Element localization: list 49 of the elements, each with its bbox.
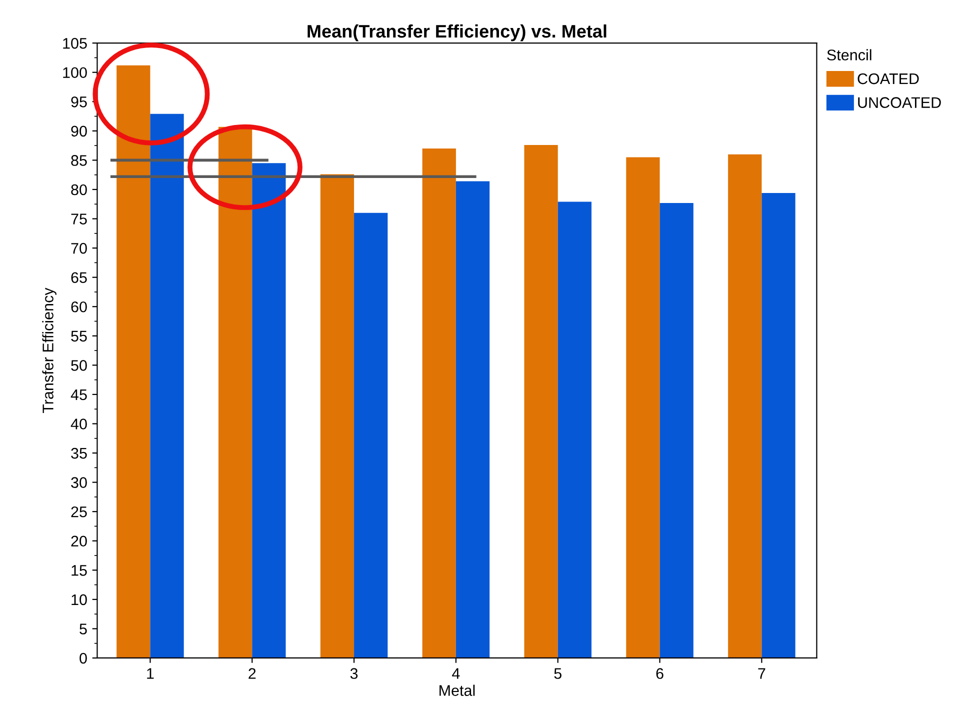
bar xyxy=(150,114,184,658)
bar xyxy=(728,154,762,658)
y-tick-label: 55 xyxy=(71,330,87,342)
bar xyxy=(252,163,286,658)
y-tick-label: 30 xyxy=(71,477,87,488)
legend-label: COATED xyxy=(858,73,919,84)
x-tick-label: 6 xyxy=(656,668,664,679)
bar xyxy=(558,202,592,658)
x-tick-label: 4 xyxy=(452,668,460,679)
y-tick-label: 15 xyxy=(72,565,87,576)
y-tick-label: 95 xyxy=(71,96,87,108)
x-tick-label: 2 xyxy=(248,668,256,679)
y-tick-label: 75 xyxy=(71,214,87,224)
y-tick-label: 5 xyxy=(80,624,87,634)
legend-label: UNCOATED xyxy=(858,97,941,108)
y-tick-label: 70 xyxy=(71,242,87,254)
y-tick-label: 105 xyxy=(63,38,87,49)
y-tick-label: 80 xyxy=(71,184,87,196)
x-tick-label: 1 xyxy=(147,668,154,679)
y-tick-label: 0 xyxy=(80,652,87,664)
x-axis-title: Metal xyxy=(440,684,475,696)
legend-title: Stencil xyxy=(827,49,872,60)
y-tick-label: 40 xyxy=(70,418,87,430)
x-tick-label: 7 xyxy=(758,668,766,679)
bar xyxy=(660,202,694,658)
bar xyxy=(354,212,388,658)
bar xyxy=(626,157,660,658)
bar xyxy=(422,148,456,658)
bar xyxy=(218,126,252,658)
chart-title: Mean(Transfer Efficiency) vs. Metal xyxy=(308,24,606,42)
y-tick-label: 100 xyxy=(63,67,87,78)
y-tick-label: 20 xyxy=(71,536,87,547)
y-tick-label: 25 xyxy=(71,506,87,518)
bar xyxy=(456,181,490,658)
y-tick-label: 85 xyxy=(71,155,87,166)
bar xyxy=(524,144,558,658)
y-tick-label: 35 xyxy=(71,448,87,459)
y-tick-label: 90 xyxy=(71,126,87,137)
bar xyxy=(116,65,150,658)
y-tick-label: 60 xyxy=(71,301,87,312)
y-tick-label: 50 xyxy=(71,360,87,371)
y-tick-label: 65 xyxy=(71,272,87,284)
y-tick-label: 10 xyxy=(72,594,87,606)
x-tick-label: 5 xyxy=(554,668,562,679)
x-tick-label: 3 xyxy=(350,668,358,679)
bar xyxy=(320,174,354,658)
y-tick-label: 45 xyxy=(70,389,87,400)
bar xyxy=(762,192,796,658)
y-axis-title: Transfer Efficiency xyxy=(42,288,56,414)
